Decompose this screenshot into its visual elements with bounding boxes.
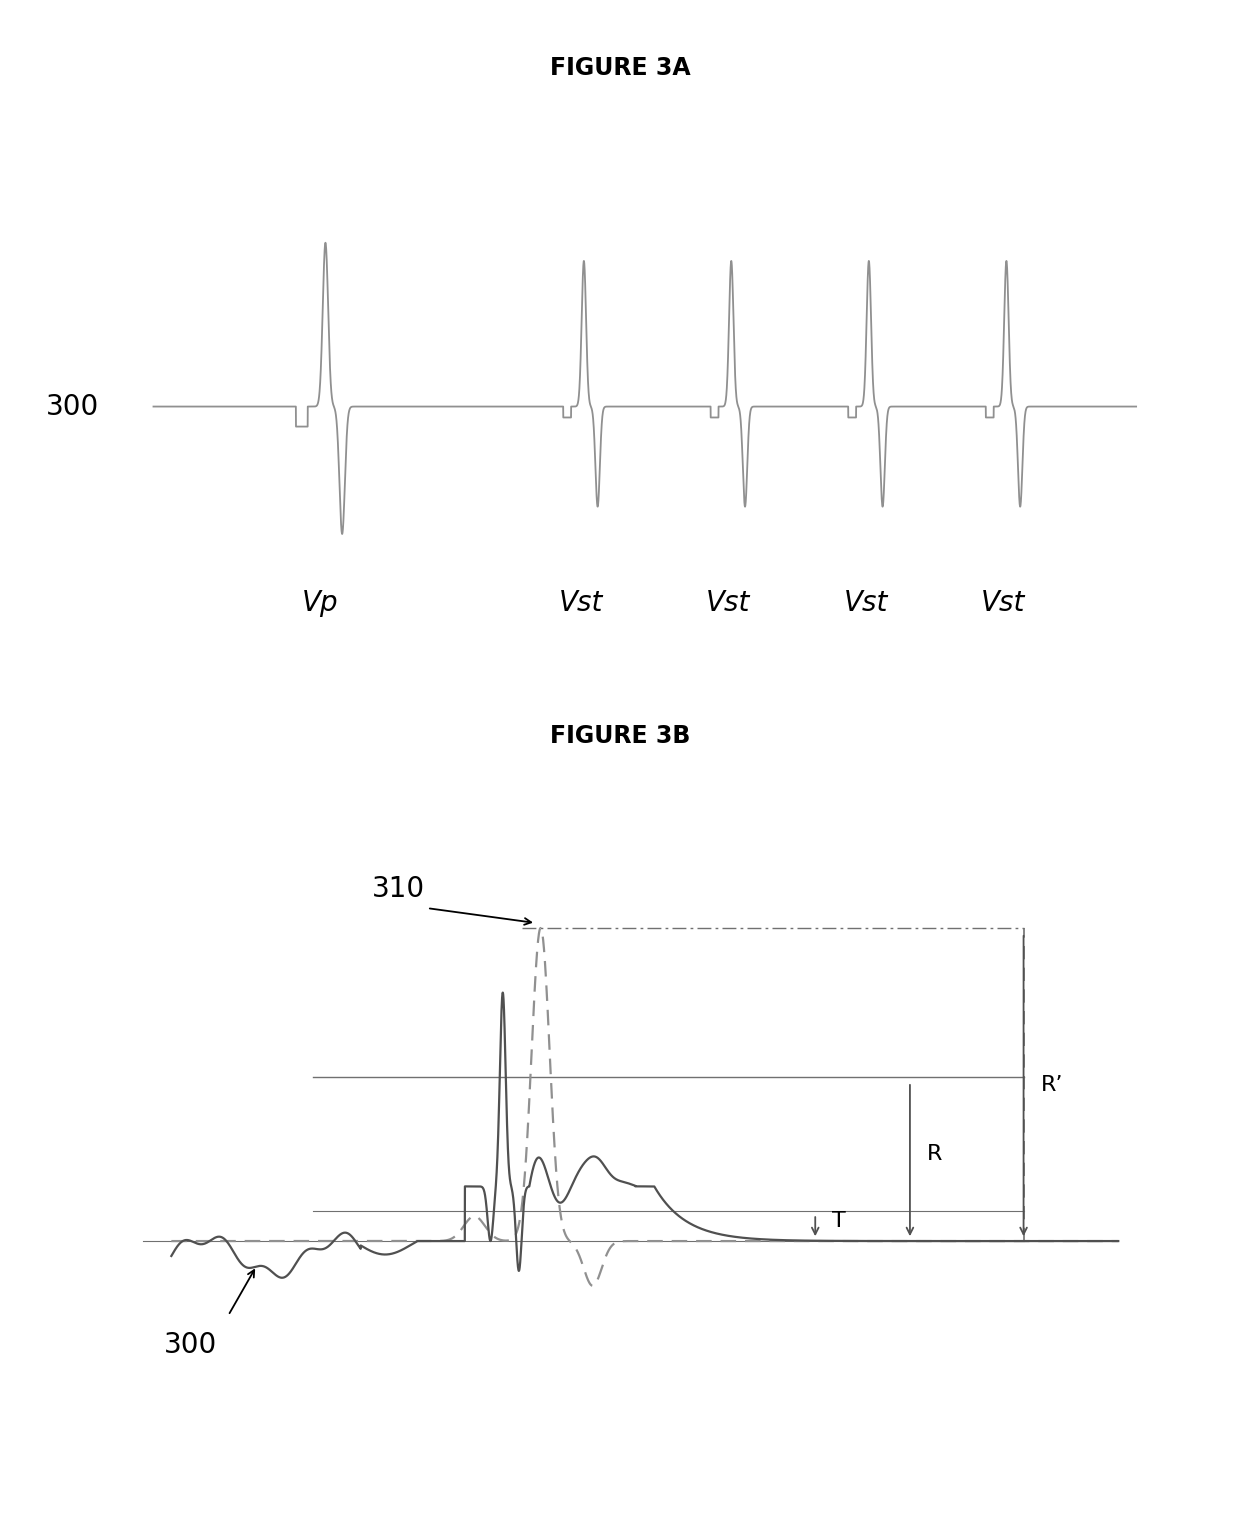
Text: R: R <box>928 1144 942 1164</box>
Text: T: T <box>832 1211 846 1232</box>
Text: FIGURE 3B: FIGURE 3B <box>549 724 691 748</box>
Text: Vst: Vst <box>706 589 750 616</box>
Text: 310: 310 <box>372 875 425 903</box>
Text: 300: 300 <box>46 393 99 420</box>
Text: R’: R’ <box>1040 1074 1063 1095</box>
Text: 300: 300 <box>164 1330 217 1359</box>
Text: Vst: Vst <box>981 589 1025 616</box>
Text: Vst: Vst <box>559 589 603 616</box>
Text: Vp: Vp <box>303 589 339 616</box>
Text: FIGURE 3A: FIGURE 3A <box>549 56 691 80</box>
Text: Vst: Vst <box>843 589 888 616</box>
